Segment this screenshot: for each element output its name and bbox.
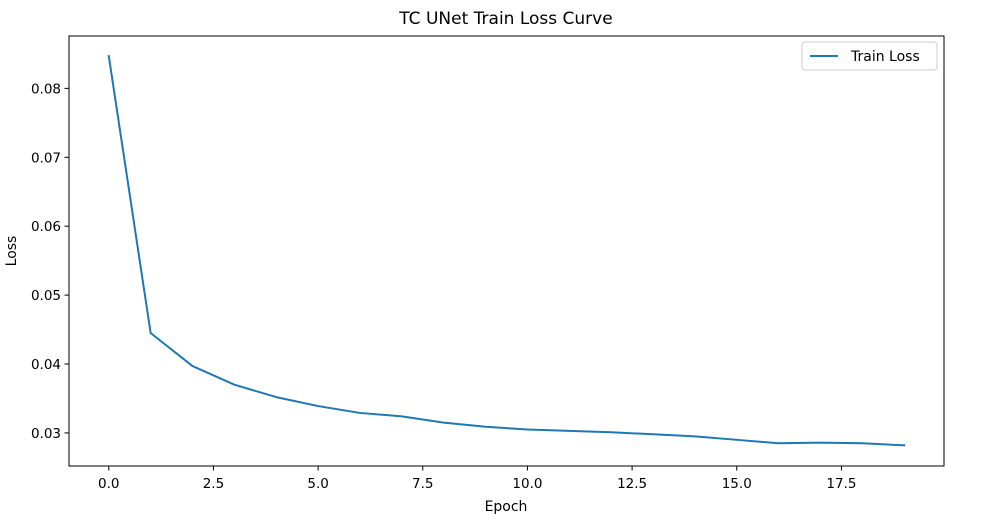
y-tick-label: 0.04: [31, 357, 61, 373]
series-line-train-loss: [107, 54, 906, 447]
x-tick-label: 12.5: [617, 476, 647, 492]
x-tick-label: 0.0: [98, 476, 119, 492]
legend-label-train-loss: Train Loss: [850, 49, 920, 65]
x-tick-label: 15.0: [722, 476, 752, 492]
y-tick-label: 0.07: [31, 150, 61, 166]
y-tick-label: 0.05: [31, 288, 61, 304]
y-tick-label: 0.06: [31, 219, 61, 235]
series-layer: [107, 54, 906, 447]
legend: Train Loss: [801, 41, 938, 71]
plot-area-frame: [68, 35, 945, 467]
y-tick-label: 0.03: [31, 426, 61, 442]
x-tick-label: 10.0: [512, 476, 542, 492]
y-axis-ticks: 0.03 0.04 0.05 0.06 0.07 0.08: [31, 81, 69, 442]
x-tick-label: 7.5: [412, 476, 433, 492]
x-tick-label: 2.5: [203, 476, 224, 492]
y-axis-label: Loss: [4, 236, 20, 267]
x-tick-label: 5.0: [307, 476, 328, 492]
x-axis-label: Epoch: [485, 499, 528, 515]
chart-title: TC UNet Train Loss Curve: [398, 9, 612, 29]
legend-frame: [801, 41, 938, 71]
x-tick-label: 17.5: [826, 476, 856, 492]
x-axis-ticks: 0.0 2.5 5.0 7.5 10.0 12.5 15.0 17.5: [98, 466, 856, 492]
y-tick-label: 0.08: [31, 81, 61, 97]
